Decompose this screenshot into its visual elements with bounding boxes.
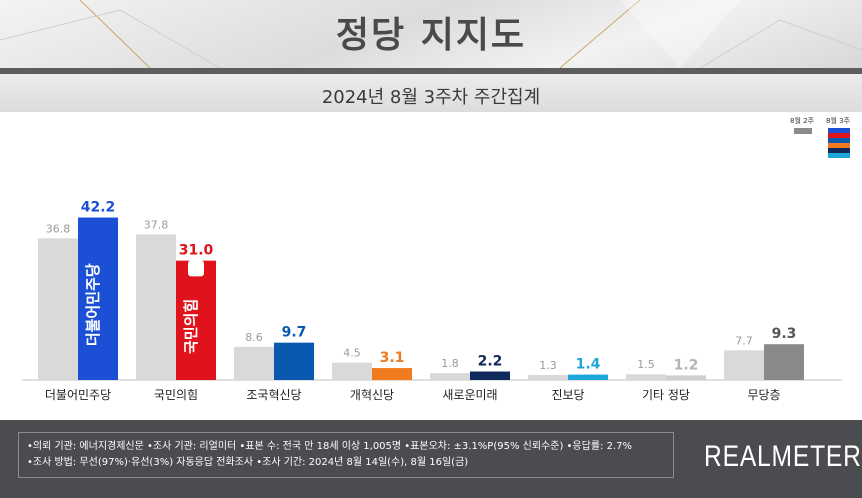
value-label-prev-3: 8.6 [245, 331, 263, 344]
bar-curr-6 [568, 374, 608, 380]
legend-stripe-6 [828, 153, 850, 158]
survey-notes: •의뢰 기관: 에너지경제신문 •조사 기관: 리얼미터 •표본 수: 전국 만… [18, 432, 674, 478]
category-label-8: 무당층 [747, 388, 780, 402]
value-label-prev-7: 1.5 [637, 358, 655, 371]
bar-prev-6 [528, 374, 568, 380]
page-title: 정당 지지도 [335, 15, 527, 56]
category-label-4: 개혁신당 [350, 388, 394, 402]
bar-prev-7 [626, 374, 666, 380]
party-logo-1: 더불어민주당 [84, 263, 102, 346]
bar-prev-8 [724, 350, 764, 380]
value-label-prev-6: 1.3 [539, 359, 557, 372]
value-label-curr-5: 2.2 [478, 354, 503, 370]
category-label-2: 국민의힘 [154, 388, 198, 402]
value-label-curr-3: 9.7 [282, 325, 307, 341]
survey-notes-line-1: •의뢰 기관: 에너지경제신문 •조사 기관: 리얼미터 •표본 수: 전국 만… [27, 441, 632, 452]
category-label-3: 조국혁신당 [246, 388, 301, 402]
value-label-curr-6: 1.4 [576, 357, 601, 373]
value-label-prev-2: 37.8 [144, 218, 169, 231]
bar-curr-8 [764, 344, 804, 380]
category-label-5: 새로운미래 [442, 388, 497, 402]
bar-curr-2 [176, 260, 216, 380]
survey-notes-line-2: •조사 방법: 무선(97%)·유선(3%) 자동응답 전화조사 •조사 기간:… [27, 457, 469, 468]
value-label-prev-5: 1.8 [441, 357, 459, 370]
bar-curr-4 [372, 368, 412, 380]
page-subtitle: 2024년 8월 3주차 주간집계 [321, 87, 541, 108]
value-label-curr-8: 9.3 [772, 326, 797, 342]
party-logo-2: 국민의힘 [182, 299, 200, 354]
legend-curr-swatch [828, 128, 850, 160]
bar-prev-4 [332, 362, 372, 380]
bar-curr-3 [274, 342, 314, 380]
bar-prev-5 [430, 373, 470, 380]
brand-logo: REALMETER [704, 440, 862, 473]
value-label-curr-2: 31.0 [179, 243, 214, 259]
header-divider [0, 68, 862, 74]
bar-curr-1 [78, 217, 118, 380]
value-label-prev-4: 4.5 [343, 347, 361, 360]
party-logo-mark-2 [188, 260, 204, 277]
header-decoration [0, 0, 862, 68]
bar-chart: 36.8 42.2 더불어민주당 37.8 31.0 국민의힘 8.6 9.7 조국혁신당 4.5… [22, 200, 842, 402]
legend-stripe-1 [828, 128, 850, 133]
legend-curr-label: 8월 3주 [826, 117, 851, 125]
value-label-prev-1: 36.8 [46, 222, 71, 235]
category-label-1: 더불어민주당 [45, 388, 111, 402]
bar-prev-1 [38, 238, 78, 380]
legend-stripe-2 [828, 133, 850, 138]
value-label-curr-1: 42.2 [81, 200, 116, 216]
bar-curr-7 [666, 375, 706, 380]
footer: •의뢰 기관: 에너지경제신문 •조사 기관: 리얼미터 •표본 수: 전국 만… [0, 420, 862, 498]
legend-stripe-4 [828, 143, 850, 148]
category-label-6: 진보당 [551, 388, 584, 402]
value-label-prev-8: 7.7 [735, 334, 753, 347]
value-label-curr-4: 3.1 [380, 350, 405, 366]
value-label-curr-7: 1.2 [674, 357, 699, 373]
legend-stripe-3 [828, 138, 850, 143]
category-label-7: 기타 정당 [642, 388, 690, 402]
subtitle-bar: 2024년 8월 3주차 주간집계 [0, 74, 862, 112]
header: 정당 지지도 [0, 0, 862, 68]
bar-prev-2 [136, 234, 176, 380]
legend-stripe-5 [828, 148, 850, 153]
legend-prev-label: 8월 2주 [790, 117, 815, 125]
legend-prev-swatch [794, 128, 812, 134]
bar-curr-5 [470, 371, 510, 380]
bar-prev-3 [234, 346, 274, 380]
